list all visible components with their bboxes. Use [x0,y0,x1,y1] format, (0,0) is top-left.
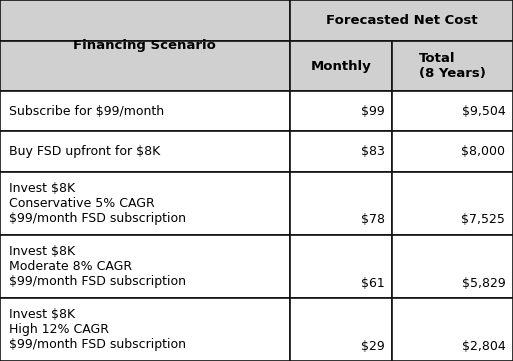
Text: $8,000: $8,000 [461,145,505,158]
Bar [290,298,392,361]
Text: $78: $78 [361,213,385,226]
Bar [290,42,392,91]
Text: $7,525: $7,525 [461,213,505,226]
Bar [290,0,513,42]
Bar [0,131,290,171]
Bar [392,171,513,235]
Text: $99: $99 [361,105,385,118]
Text: $2,804: $2,804 [462,340,505,353]
Text: Invest $8K
Conservative 5% CAGR
$99/month FSD subscription: Invest $8K Conservative 5% CAGR $99/mont… [9,182,186,225]
Bar [392,91,513,131]
Text: Buy FSD upfront for $8K: Buy FSD upfront for $8K [9,145,161,158]
Bar [0,298,290,361]
Text: Forecasted Net Cost: Forecasted Net Cost [326,14,477,27]
Text: $83: $83 [361,145,385,158]
Text: $5,829: $5,829 [462,277,505,290]
Bar [0,0,290,42]
Bar [290,91,392,131]
Bar [392,298,513,361]
Text: Subscribe for $99/month: Subscribe for $99/month [9,105,164,118]
Bar [0,91,290,131]
Text: $29: $29 [361,340,385,353]
Bar [0,235,290,298]
Bar [290,171,392,235]
Text: $61: $61 [361,277,385,290]
Bar [290,131,392,171]
Bar [392,42,513,91]
Text: Monthly: Monthly [311,60,371,73]
Bar [0,171,290,235]
Bar [392,131,513,171]
Text: Invest $8K
Moderate 8% CAGR
$99/month FSD subscription: Invest $8K Moderate 8% CAGR $99/month FS… [9,245,186,288]
Text: Financing Scenario: Financing Scenario [73,39,216,52]
Bar [290,235,392,298]
Bar [392,235,513,298]
Text: Total
(8 Years): Total (8 Years) [419,52,486,80]
Text: $9,504: $9,504 [462,105,505,118]
Text: Invest $8K
High 12% CAGR
$99/month FSD subscription: Invest $8K High 12% CAGR $99/month FSD s… [9,308,186,351]
Bar [0,42,290,91]
